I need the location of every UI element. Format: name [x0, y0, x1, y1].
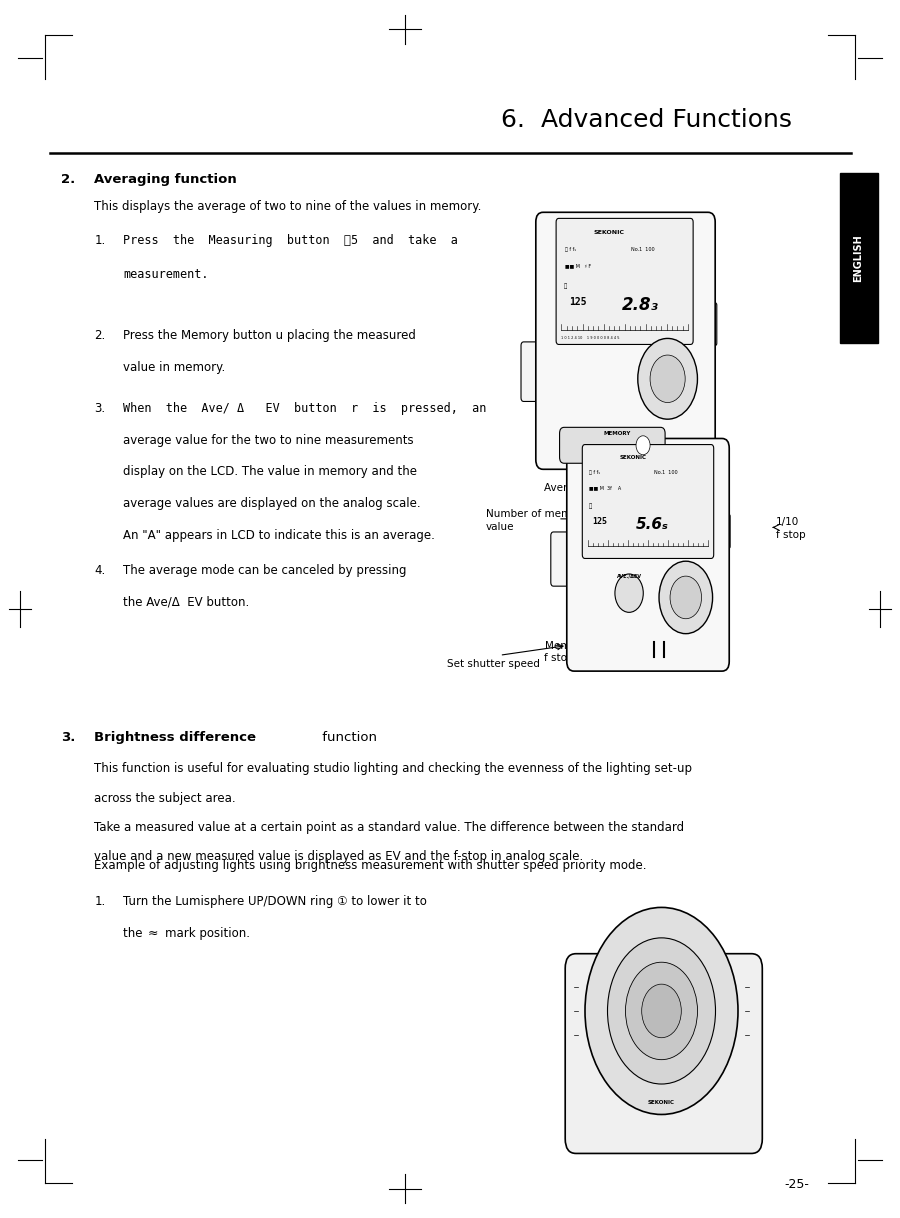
Text: Turn the Lumisphere UP/DOWN ring ① to lower it to: Turn the Lumisphere UP/DOWN ring ① to lo… — [123, 895, 428, 909]
Text: ■■ M  3f    A: ■■ M 3f A — [589, 485, 621, 490]
Text: 125: 125 — [570, 297, 587, 307]
Text: MEMORY: MEMORY — [603, 431, 630, 436]
FancyBboxPatch shape — [560, 428, 665, 463]
Text: 1 0 1 2 4 10    1 9 0 0 0 0 8 4 4 5: 1 0 1 2 4 10 1 9 0 0 0 0 8 4 4 5 — [562, 336, 620, 340]
Text: No.1  100: No.1 100 — [631, 247, 655, 252]
Text: 6.  Advanced Functions: 6. Advanced Functions — [501, 107, 792, 132]
Text: Averaged f stop: Averaged f stop — [544, 484, 652, 512]
Text: 1/10
f stop: 1/10 f stop — [776, 518, 806, 540]
Text: Example of adjusting lights using brightness measurement with shutter speed prio: Example of adjusting lights using bright… — [94, 859, 647, 872]
Text: 1.: 1. — [94, 895, 106, 909]
Circle shape — [642, 984, 681, 1038]
Circle shape — [636, 436, 650, 454]
Text: Press the Memory button u placing the measured: Press the Memory button u placing the me… — [123, 329, 416, 342]
Text: Ⓐ f fₛ: Ⓐ f fₛ — [589, 470, 600, 475]
Circle shape — [638, 339, 698, 419]
FancyBboxPatch shape — [716, 514, 730, 549]
Text: Brightness difference: Brightness difference — [94, 731, 256, 744]
Text: across the subject area.: across the subject area. — [94, 792, 236, 805]
Circle shape — [626, 962, 698, 1060]
Text: Memorized
f stop value: Memorized f stop value — [544, 641, 606, 663]
Text: 3.: 3. — [94, 402, 105, 415]
Text: the      mark position.: the mark position. — [123, 927, 250, 940]
Text: 5.6ₛ: 5.6ₛ — [635, 518, 668, 532]
Text: This function is useful for evaluating studio lighting and checking the evenness: This function is useful for evaluating s… — [94, 762, 692, 776]
Text: 1.: 1. — [94, 234, 106, 247]
Text: No.1  100: No.1 100 — [654, 470, 678, 475]
Text: 3.: 3. — [61, 731, 76, 744]
Text: ≈: ≈ — [148, 927, 158, 940]
Text: The average mode can be canceled by pressing: The average mode can be canceled by pres… — [123, 564, 407, 577]
Text: When  the  Ave/ Δ   EV  button  r  is  pressed,  an: When the Ave/ Δ EV button r is pressed, … — [123, 402, 487, 415]
Text: average values are displayed on the analog scale.: average values are displayed on the anal… — [123, 497, 421, 510]
Bar — [840, 173, 878, 343]
Text: display on the LCD. The value in memory and the: display on the LCD. The value in memory … — [123, 465, 418, 479]
Text: SEKONIC: SEKONIC — [619, 456, 646, 460]
Text: function: function — [318, 731, 377, 744]
Circle shape — [650, 356, 685, 403]
Text: 2.: 2. — [61, 173, 76, 186]
FancyBboxPatch shape — [701, 303, 716, 346]
FancyBboxPatch shape — [521, 342, 544, 402]
Text: Press  the  Measuring  button  5  and  take  a: Press the Measuring button 5 and take a — [123, 234, 458, 247]
Text: average value for the two to nine measurements: average value for the two to nine measur… — [123, 434, 414, 447]
Text: SEKONIC: SEKONIC — [593, 230, 625, 235]
Text: An "A" appears in LCD to indicate this is an average.: An "A" appears in LCD to indicate this i… — [123, 529, 436, 542]
Text: 125: 125 — [592, 518, 608, 526]
Text: 4.: 4. — [94, 564, 106, 577]
Text: Take a measured value at a certain point as a standard value. The difference bet: Take a measured value at a certain point… — [94, 821, 685, 834]
Text: value and a new measured value is displayed as EV and the f-stop in analog scale: value and a new measured value is displa… — [94, 850, 584, 864]
FancyBboxPatch shape — [551, 532, 575, 586]
Circle shape — [608, 938, 716, 1084]
Text: Averaging function: Averaging function — [94, 173, 238, 186]
Text: value in memory.: value in memory. — [123, 361, 226, 374]
FancyBboxPatch shape — [536, 212, 716, 469]
Circle shape — [615, 574, 644, 613]
FancyBboxPatch shape — [567, 438, 729, 671]
Circle shape — [659, 561, 713, 633]
Text: Ⓣ: Ⓣ — [564, 284, 567, 289]
Text: the Ave/Δ  EV button.: the Ave/Δ EV button. — [123, 596, 249, 609]
Text: ENGLISH: ENGLISH — [853, 234, 864, 283]
Text: Ⓐ f fₛ: Ⓐ f fₛ — [565, 247, 577, 252]
Text: Set shutter speed: Set shutter speed — [447, 659, 540, 669]
Text: 2.: 2. — [94, 329, 106, 342]
Text: Averaged f stop: Averaged f stop — [572, 605, 653, 615]
FancyBboxPatch shape — [565, 954, 762, 1153]
Text: Ⓣ: Ⓣ — [589, 503, 592, 509]
FancyBboxPatch shape — [582, 445, 714, 558]
Text: ■■ M   ♯ F: ■■ M ♯ F — [565, 263, 591, 268]
Text: 2.8₃: 2.8₃ — [622, 296, 659, 314]
Circle shape — [670, 576, 702, 619]
Text: This displays the average of two to nine of the values in memory.: This displays the average of two to nine… — [94, 200, 482, 213]
Text: measurement.: measurement. — [123, 268, 209, 281]
Text: AVE./ΔEV: AVE./ΔEV — [616, 574, 642, 579]
Text: SEKONIC: SEKONIC — [648, 1100, 675, 1105]
Text: Number of memorized
value: Number of memorized value — [486, 509, 603, 531]
FancyBboxPatch shape — [556, 218, 693, 345]
Text: Averaging indicator: Averaging indicator — [580, 469, 682, 498]
Text: -25-: -25- — [784, 1178, 809, 1191]
Circle shape — [585, 907, 738, 1114]
